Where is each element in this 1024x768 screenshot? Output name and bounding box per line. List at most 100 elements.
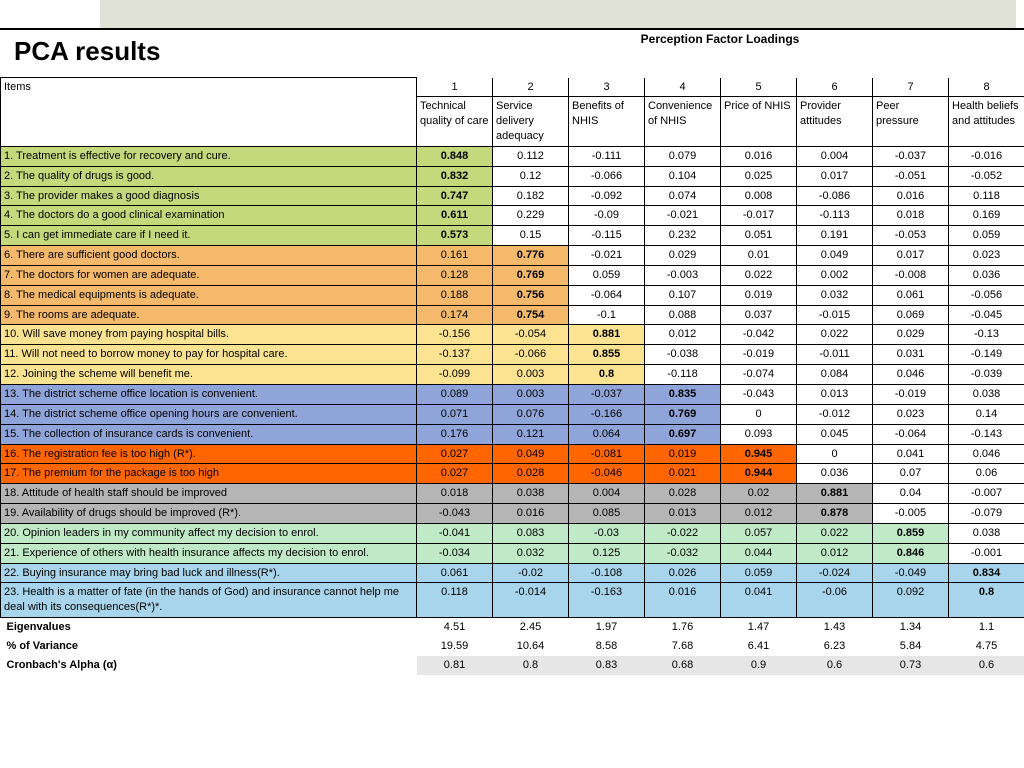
loading-cell: 0.059	[721, 563, 797, 583]
item-label: 15. The collection of insurance cards is…	[1, 424, 417, 444]
loading-cell: 0.019	[721, 285, 797, 305]
loading-cell: -0.163	[569, 583, 645, 618]
loading-cell: -0.003	[645, 265, 721, 285]
loading-cell: 0.051	[721, 226, 797, 246]
table-row: 23. Health is a matter of fate (in the h…	[1, 583, 1024, 618]
loading-cell: 0.076	[493, 404, 569, 424]
loading-cell: -0.019	[721, 345, 797, 365]
loading-cell: 0.027	[417, 444, 493, 464]
loading-cell: 0.093	[721, 424, 797, 444]
loading-cell: -0.037	[569, 385, 645, 405]
item-label: 18. Attitude of health staff should be i…	[1, 484, 417, 504]
loading-cell: 0.032	[493, 543, 569, 563]
loading-cell: 0.061	[873, 285, 949, 305]
factor-name-1: Technical quality of care	[417, 97, 493, 147]
loading-cell: 0.191	[797, 226, 873, 246]
table-row: 16. The registration fee is too high (R*…	[1, 444, 1024, 464]
loading-cell: 0.004	[569, 484, 645, 504]
loading-cell: 0.021	[645, 464, 721, 484]
loading-cell: -0.118	[645, 365, 721, 385]
loading-cell: 0.071	[417, 404, 493, 424]
loading-cell: -0.016	[949, 146, 1024, 166]
loading-cell: -0.02	[493, 563, 569, 583]
loading-cell: 0.016	[645, 583, 721, 618]
loading-cell: 0.174	[417, 305, 493, 325]
loading-cell: -0.064	[873, 424, 949, 444]
loading-cell: -0.019	[873, 385, 949, 405]
loading-cell: 0.611	[417, 206, 493, 226]
loading-cell: -0.017	[721, 206, 797, 226]
loading-cell: 0.881	[797, 484, 873, 504]
loading-cell: 0.025	[721, 166, 797, 186]
footer-value: 1.34	[873, 618, 949, 637]
loading-cell: 0.104	[645, 166, 721, 186]
loading-cell: -0.039	[949, 365, 1024, 385]
loading-cell: -0.115	[569, 226, 645, 246]
loading-cell: 0.878	[797, 504, 873, 524]
loading-cell: -0.074	[721, 365, 797, 385]
item-label: 6. There are sufficient good doctors.	[1, 246, 417, 266]
loading-cell: 0.027	[417, 464, 493, 484]
loading-cell: 0.945	[721, 444, 797, 464]
loading-cell: -0.086	[797, 186, 873, 206]
loading-cell: -0.032	[645, 543, 721, 563]
loading-cell: 0.038	[949, 385, 1024, 405]
item-label: 3. The provider makes a good diagnosis	[1, 186, 417, 206]
loading-cell: 0.031	[873, 345, 949, 365]
footer-value: 5.84	[873, 637, 949, 656]
loading-cell: 0.041	[721, 583, 797, 618]
loading-cell: 0.02	[721, 484, 797, 504]
loading-cell: 0.023	[873, 404, 949, 424]
footer-value: 0.6	[949, 656, 1024, 675]
footer-value: 1.97	[569, 618, 645, 637]
loading-cell: -0.024	[797, 563, 873, 583]
loading-cell: -0.149	[949, 345, 1024, 365]
item-label: 12. Joining the scheme will benefit me.	[1, 365, 417, 385]
loading-cell: 0.019	[645, 444, 721, 464]
footer-value: 0.68	[645, 656, 721, 675]
col-number-5: 5	[721, 78, 797, 97]
footer-value: 1.1	[949, 618, 1024, 637]
loading-cell: 0.121	[493, 424, 569, 444]
loading-cell: 0.084	[797, 365, 873, 385]
loading-cell: 0.229	[493, 206, 569, 226]
loading-cell: 0.046	[873, 365, 949, 385]
table-row: 13. The district scheme office location …	[1, 385, 1024, 405]
loading-cell: 0.083	[493, 523, 569, 543]
loading-cell: -0.156	[417, 325, 493, 345]
loading-cell: 0.012	[721, 504, 797, 524]
loading-cell: -0.166	[569, 404, 645, 424]
loading-cell: -0.014	[493, 583, 569, 618]
loading-cell: 0.037	[721, 305, 797, 325]
loading-cell: 0.029	[873, 325, 949, 345]
footer-value: 6.23	[797, 637, 873, 656]
loading-cell: 0.016	[873, 186, 949, 206]
loading-cell: -0.137	[417, 345, 493, 365]
loading-cell: 0.754	[493, 305, 569, 325]
col-number-3: 3	[569, 78, 645, 97]
loading-cell: -0.1	[569, 305, 645, 325]
loading-cell: -0.053	[873, 226, 949, 246]
footer-value: 0.8	[493, 656, 569, 675]
loading-cell: 0.128	[417, 265, 493, 285]
table-row: 1. Treatment is effective for recovery a…	[1, 146, 1024, 166]
loading-cell: 0.944	[721, 464, 797, 484]
footer-label: Cronbach's Alpha (α)	[1, 656, 417, 675]
factor-name-3: Benefits of NHIS	[569, 97, 645, 147]
col-number-1: 1	[417, 78, 493, 97]
loading-cell: -0.034	[417, 543, 493, 563]
footer-value: 8.58	[569, 637, 645, 656]
loading-cell: 0.079	[645, 146, 721, 166]
item-label: 22. Buying insurance may bring bad luck …	[1, 563, 417, 583]
loading-cell: -0.081	[569, 444, 645, 464]
loading-cell: 0.016	[493, 504, 569, 524]
loading-cell: 0.107	[645, 285, 721, 305]
table-row: 8. The medical equipments is adequate.0.…	[1, 285, 1024, 305]
loading-cell: 0.018	[417, 484, 493, 504]
loading-cell: -0.043	[417, 504, 493, 524]
loading-cell: -0.03	[569, 523, 645, 543]
loading-cell: 0.088	[645, 305, 721, 325]
factor-name-6: Provider attitudes	[797, 97, 873, 147]
loading-cell: 0.012	[797, 543, 873, 563]
loading-cell: -0.108	[569, 563, 645, 583]
